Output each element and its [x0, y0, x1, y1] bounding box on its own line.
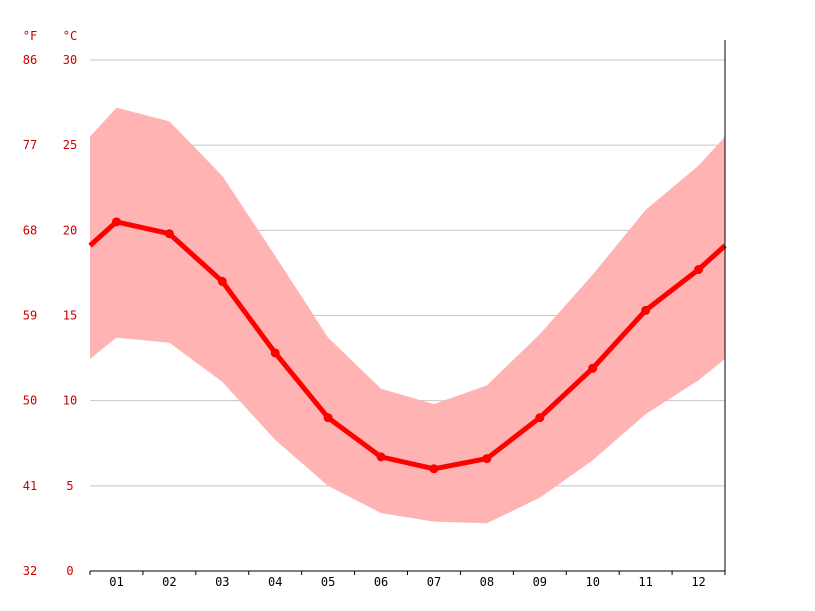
data-point — [482, 454, 492, 464]
y-tick-label-fahrenheit: 77 — [23, 138, 37, 152]
y-tick-label-fahrenheit: 32 — [23, 564, 37, 578]
y-tick-label-celsius: 10 — [63, 394, 77, 408]
data-point — [217, 276, 227, 286]
data-point — [164, 229, 174, 239]
y-tick-label-fahrenheit: 68 — [23, 223, 37, 237]
data-point — [641, 305, 651, 315]
data-point — [588, 363, 598, 373]
y-tick-label-celsius: 30 — [63, 53, 77, 67]
x-tick-label: 07 — [427, 575, 441, 589]
data-point — [111, 217, 121, 227]
x-tick-label: 03 — [215, 575, 229, 589]
y-tick-label-celsius: 15 — [63, 309, 77, 323]
y-tick-label-fahrenheit: 86 — [23, 53, 37, 67]
temperature-range-band — [90, 107, 725, 524]
temperature-range-area — [90, 107, 725, 524]
y-tick-label-celsius: 20 — [63, 223, 77, 237]
x-tick-label: 10 — [585, 575, 599, 589]
data-point — [429, 464, 439, 474]
x-tick-label: 09 — [533, 575, 547, 589]
x-tick-label: 12 — [691, 575, 705, 589]
data-point — [323, 413, 333, 423]
x-tick-label: 06 — [374, 575, 388, 589]
celsius-unit-label: °C — [63, 29, 77, 43]
x-tick-label: 08 — [480, 575, 494, 589]
axis-labels: 0 32 5 41 10 50 15 59 20 68 25 77 30 86 °F °C 01 02 03 04 05… — [23, 29, 706, 589]
x-tick-label: 11 — [638, 575, 652, 589]
fahrenheit-unit-label: °F — [23, 29, 37, 43]
x-tick-label: 05 — [321, 575, 335, 589]
average-temperature-line — [88, 219, 727, 472]
y-tick-label-fahrenheit: 50 — [23, 394, 37, 408]
y-tick-label-fahrenheit: 41 — [23, 479, 37, 493]
x-tick-label: 02 — [162, 575, 176, 589]
data-point — [376, 452, 386, 462]
data-point — [535, 413, 545, 423]
temperature-line-series — [88, 217, 727, 474]
y-tick-label-celsius: 25 — [63, 138, 77, 152]
x-tick-label: 04 — [268, 575, 282, 589]
data-point — [270, 348, 280, 358]
y-tick-label-celsius: 5 — [66, 479, 73, 493]
y-tick-label-celsius: 0 — [66, 564, 73, 578]
data-point — [694, 265, 704, 275]
axes — [89, 40, 726, 575]
y-tick-label-fahrenheit: 59 — [23, 309, 37, 323]
x-tick-label: 01 — [109, 575, 123, 589]
